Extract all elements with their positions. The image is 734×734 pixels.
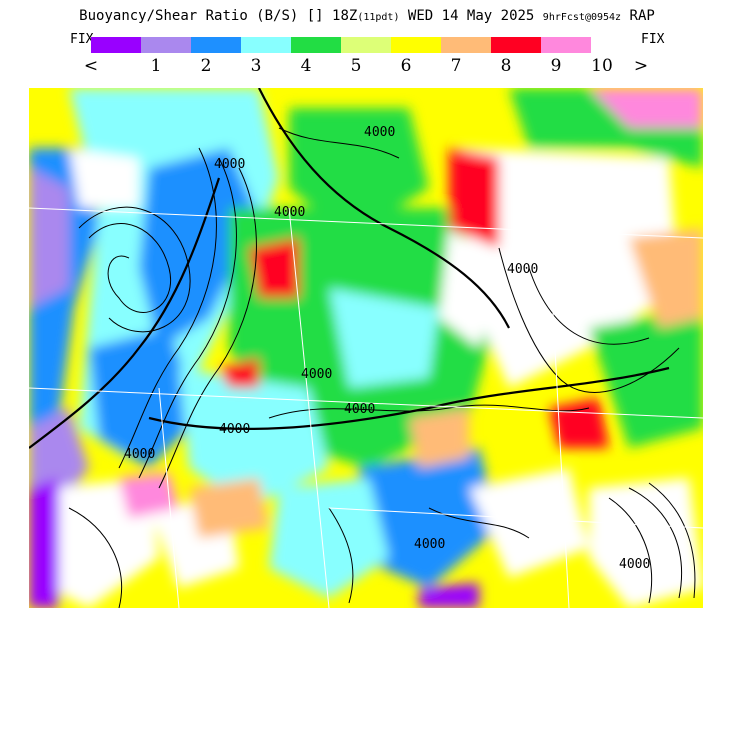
contour-label: 4000 [274, 205, 305, 220]
legend-swatch-0 [91, 37, 141, 53]
contour-lines [68, 127, 696, 608]
color-legend-bar [91, 37, 591, 53]
legend-swatch-4 [291, 37, 341, 53]
contour-label: 4000 [507, 262, 538, 277]
title-date: WED 14 May 2025 [407, 8, 535, 24]
legend-tick-10: 10 [591, 56, 613, 76]
contour-label: 4000 [364, 125, 395, 140]
legend-tick-2: 2 [200, 56, 212, 76]
legend-tick-3: 3 [250, 56, 262, 76]
legend-swatch-6 [391, 37, 441, 53]
legend-swatch-5 [341, 37, 391, 53]
fix-left-label: FIX [70, 32, 94, 47]
legend-tick-9: 9 [550, 56, 562, 76]
title-main: Buoyancy/Shear Ratio (B/S) [] 18Z [79, 8, 358, 24]
contour-label: 4000 [619, 557, 650, 572]
legend-swatch-1 [141, 37, 191, 53]
forecast-map: 4000 4000 4000 4000 4000 4000 4000 4000 … [29, 88, 703, 608]
fix-right-label: FIX [641, 32, 665, 47]
contour-label: 4000 [301, 367, 332, 382]
legend-swatch-9 [541, 37, 591, 53]
contour-label: 4000 [414, 537, 445, 552]
legend-swatch-2 [191, 37, 241, 53]
legend-swatch-3 [241, 37, 291, 53]
contour-label: 4000 [214, 157, 245, 172]
state-boundaries [29, 207, 703, 608]
bold-contours [29, 88, 670, 449]
legend-tick-5: 5 [350, 56, 362, 76]
legend-greater-than: > [633, 56, 649, 76]
title-forecast: 9hrFcst@0954z [542, 12, 622, 23]
contour-label: 4000 [124, 447, 155, 462]
legend-tick-1: 1 [150, 56, 162, 76]
legend-tick-4: 4 [300, 56, 312, 76]
shaded-field: 4000 4000 4000 4000 4000 4000 4000 4000 … [29, 88, 703, 608]
title-model: RAP [629, 8, 655, 24]
contour-labels: 4000 4000 4000 4000 4000 4000 4000 4000 … [124, 125, 650, 572]
legend-ticks: < 1 2 3 4 5 6 7 8 9 10 > [0, 56, 734, 76]
legend-tick-7: 7 [450, 56, 462, 76]
legend-tick-8: 8 [500, 56, 512, 76]
legend-tick-6: 6 [400, 56, 412, 76]
legend-swatch-8 [491, 37, 541, 53]
contour-label: 4000 [219, 422, 250, 437]
title-run: (11pdt) [357, 12, 400, 23]
legend-less-than: < [83, 56, 99, 76]
legend-swatch-7 [441, 37, 491, 53]
contour-label: 4000 [344, 402, 375, 417]
chart-title: Buoyancy/Shear Ratio (B/S) [] 18Z(11pdt)… [0, 8, 734, 24]
